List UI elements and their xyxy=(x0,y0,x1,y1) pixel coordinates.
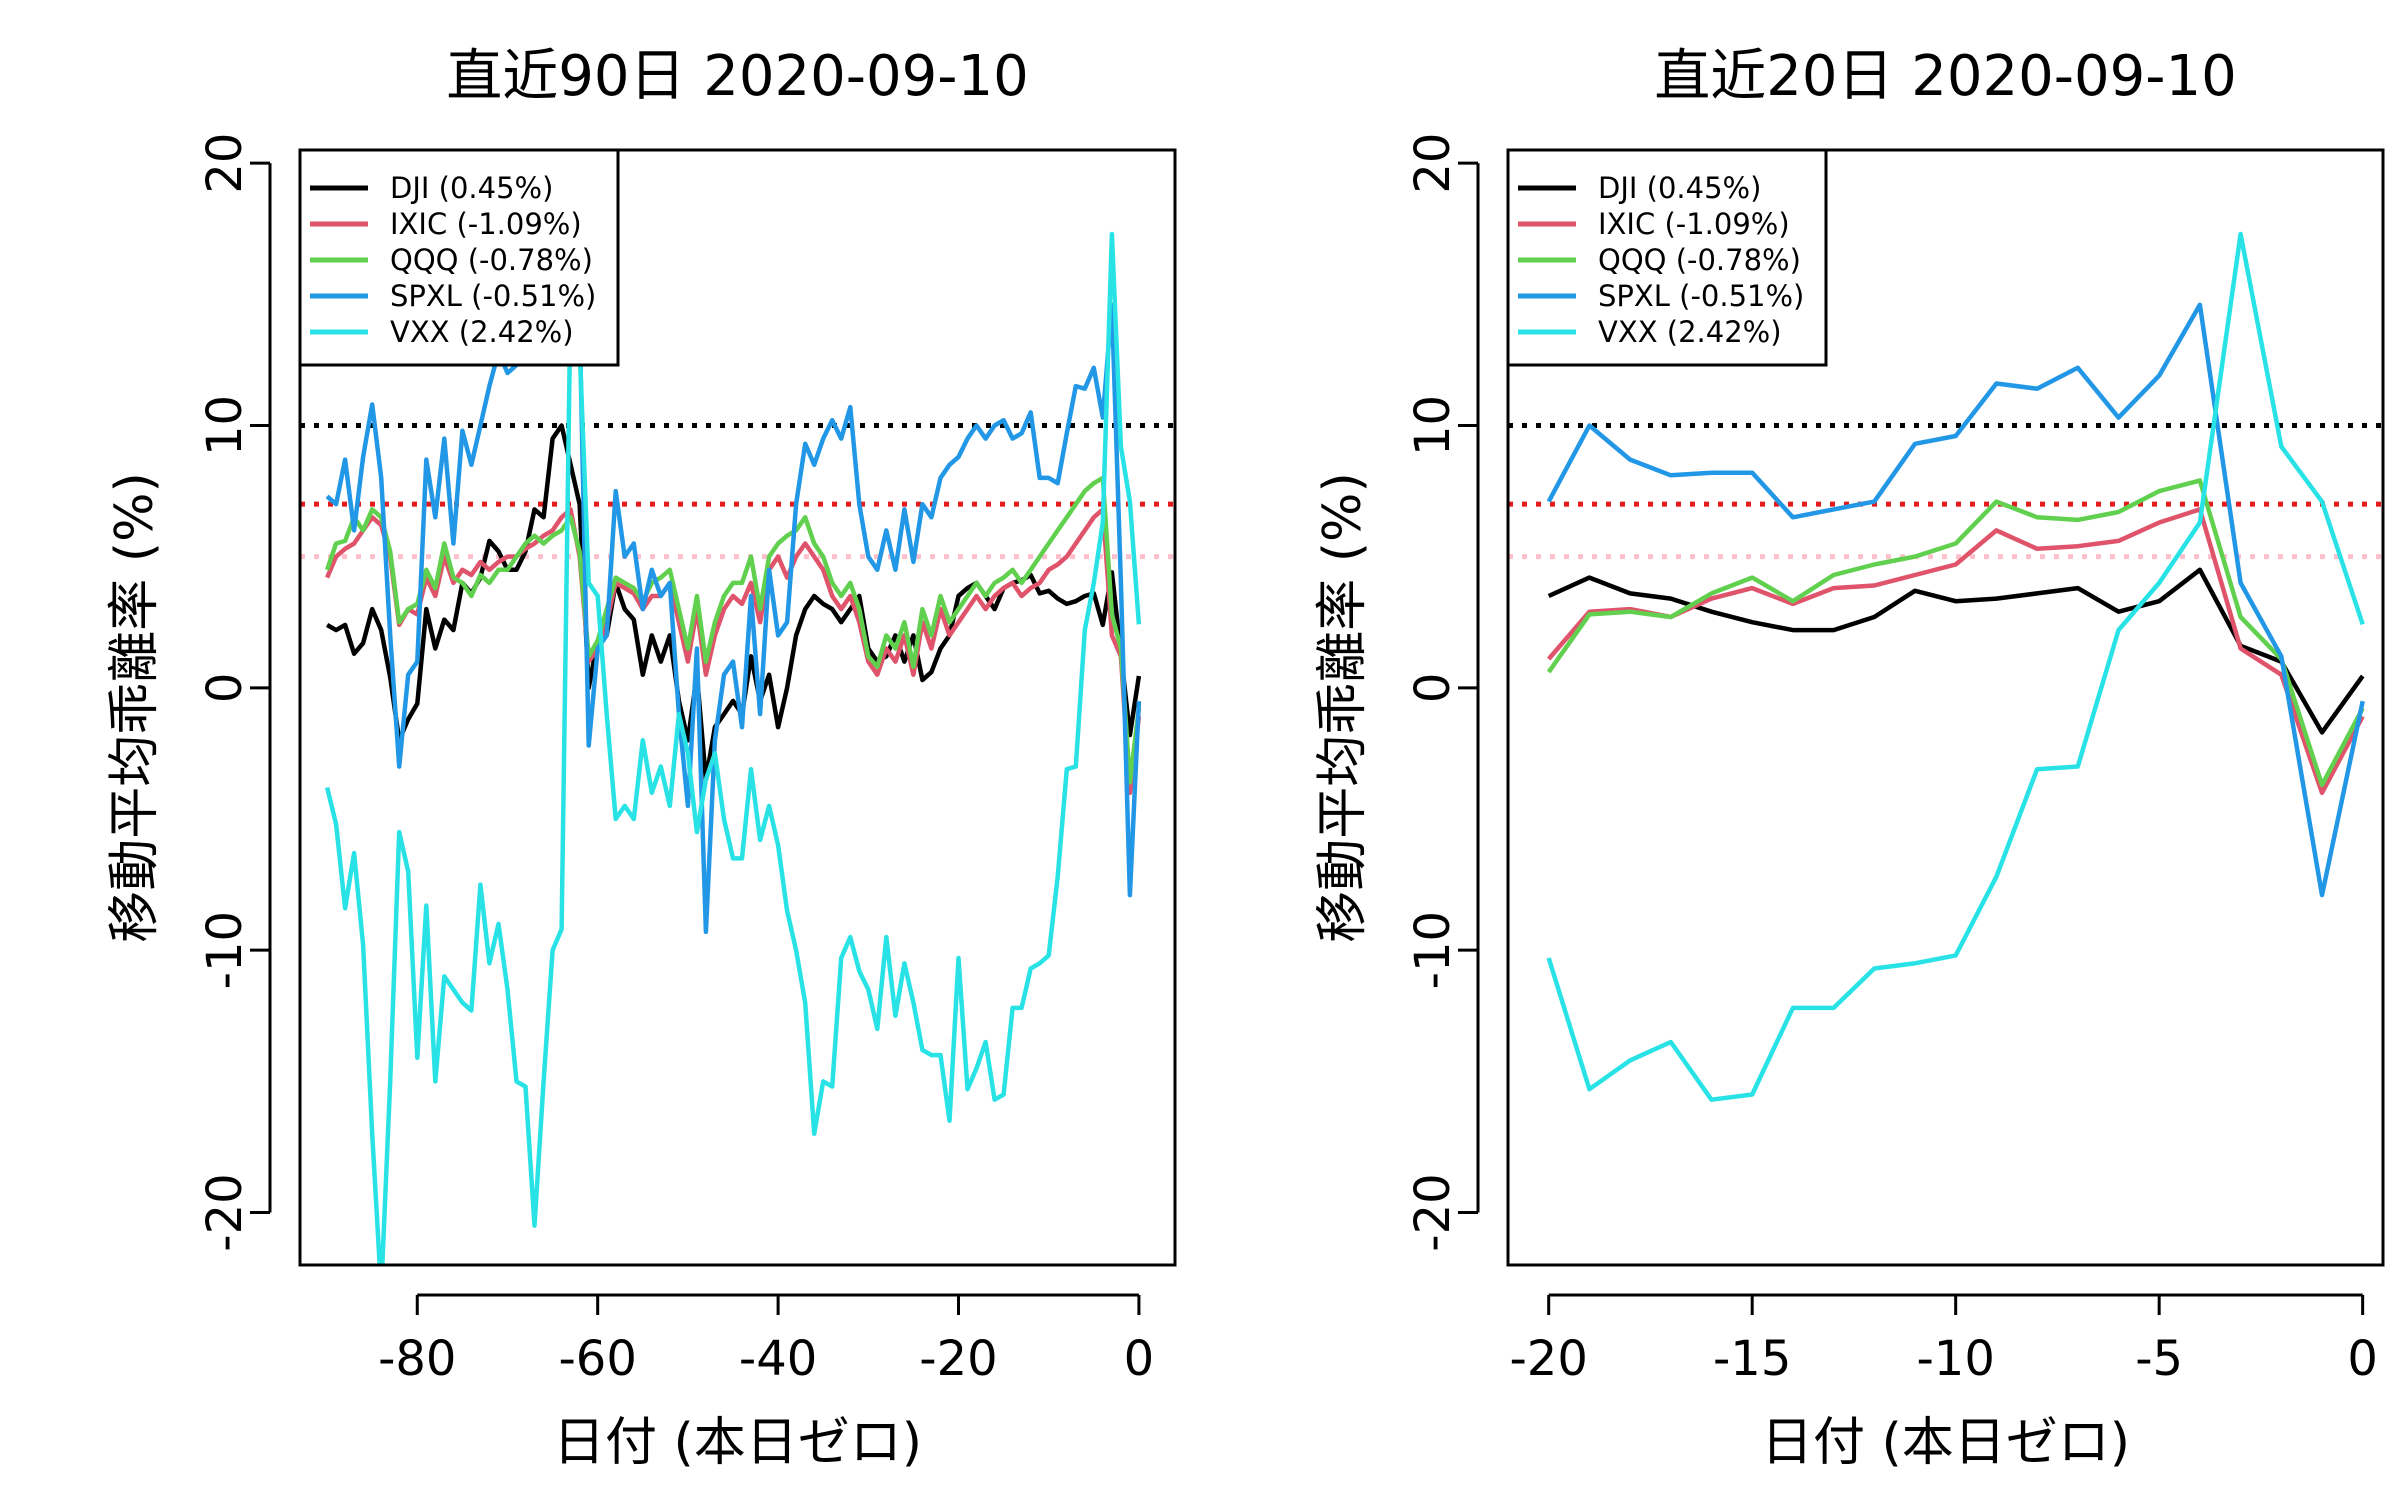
series-line-vxx xyxy=(1546,231,2365,1102)
y-tick-label: 20 xyxy=(1405,133,1461,194)
x-tick-label: -20 xyxy=(1509,1331,1587,1387)
chart-title: 直近90日 2020-09-10 xyxy=(446,44,1029,109)
x-tick-label: -15 xyxy=(1713,1331,1791,1387)
x-tick-label: -10 xyxy=(1916,1331,1994,1387)
y-tick-label: 20 xyxy=(197,133,253,194)
y-tick-label: 0 xyxy=(1405,673,1461,704)
series-lines xyxy=(324,226,1142,1265)
y-axis-label: 移動平均乖離率 (%) xyxy=(1313,472,1373,943)
y-tick-label: -20 xyxy=(1405,1173,1461,1251)
chart-title: 直近20日 2020-09-10 xyxy=(1654,44,2237,109)
y-tick-label: -20 xyxy=(197,1173,253,1251)
legend-label: SPXL (-0.51%) xyxy=(1598,279,1804,313)
series-line-qqq xyxy=(324,475,1142,785)
x-tick-label: 0 xyxy=(2347,1331,2378,1387)
series-line-ixic xyxy=(1546,507,2365,796)
x-tick-label: 0 xyxy=(1124,1331,1155,1387)
series-lines xyxy=(1546,231,2365,1102)
chart-panel-2: 直近20日 2020-09-10-20 -15 -10 -5 0日付 (本日ゼロ)-20… xyxy=(1313,44,2385,1473)
legend-label: QQQ (-0.78%) xyxy=(390,243,593,277)
legend-label: DJI (0.45%) xyxy=(390,171,553,205)
x-tick-label: -5 xyxy=(2135,1331,2183,1387)
legend-label: DJI (0.45%) xyxy=(1598,171,1761,205)
y-axis: -20 -10 0 10 20 移動平均乖離率 (%) xyxy=(1313,133,1480,1252)
y-tick-label: -10 xyxy=(197,911,253,989)
x-tick-label: -60 xyxy=(558,1331,636,1387)
series-line-spxl xyxy=(325,226,1142,935)
legend-label: VXX (2.42%) xyxy=(1598,315,1782,349)
legend-label: VXX (2.42%) xyxy=(390,315,574,349)
x-axis: -20 -15 -10 -5 0 日付 (本日ゼロ) xyxy=(1509,1293,2378,1473)
legend: DJI (0.45%)IXIC (-1.09%)QQQ (-0.78%)SPXL… xyxy=(1506,148,1828,367)
x-tick-label: -80 xyxy=(378,1331,456,1387)
y-tick-label: -10 xyxy=(1405,911,1461,989)
y-tick-label: 0 xyxy=(197,673,253,704)
y-axis-label: 移動平均乖離率 (%) xyxy=(105,472,165,943)
x-axis-label: 日付 (本日ゼロ) xyxy=(553,1413,922,1473)
x-tick-label: -40 xyxy=(739,1331,817,1387)
x-axis: -80 -60 -40 -20 0 日付 (本日ゼロ) xyxy=(378,1293,1155,1473)
legend-label: SPXL (-0.51%) xyxy=(390,279,596,313)
y-tick-label: 10 xyxy=(1405,395,1461,456)
x-tick-label: -20 xyxy=(919,1331,997,1387)
series-line-spxl xyxy=(1546,302,2365,898)
series-line-qqq xyxy=(1546,478,2365,788)
legend-label: QQQ (-0.78%) xyxy=(1598,243,1801,277)
legend-label: IXIC (-1.09%) xyxy=(390,207,582,241)
series-line-dji xyxy=(1547,567,2365,735)
plot-frame xyxy=(298,148,1177,1267)
x-axis-label: 日付 (本日ゼロ) xyxy=(1761,1413,2130,1473)
series-line-vxx xyxy=(324,231,1142,1265)
y-tick-label: 10 xyxy=(197,395,253,456)
plot-frame xyxy=(1506,148,2385,1267)
chart-panel-1: 直近90日 2020-09-10 -80 -60 -40 -20 0 日付 (本日ゼロ) -2… xyxy=(105,44,1177,1473)
legend-label: IXIC (-1.09%) xyxy=(1598,207,1790,241)
series-line-ixic xyxy=(325,507,1142,796)
y-axis: -20 -10 0 10 20 移動平均乖離率 (%) xyxy=(105,133,272,1252)
legend: DJI (0.45%)IXIC (-1.09%)QQQ (-0.78%)SPXL… xyxy=(298,148,620,367)
